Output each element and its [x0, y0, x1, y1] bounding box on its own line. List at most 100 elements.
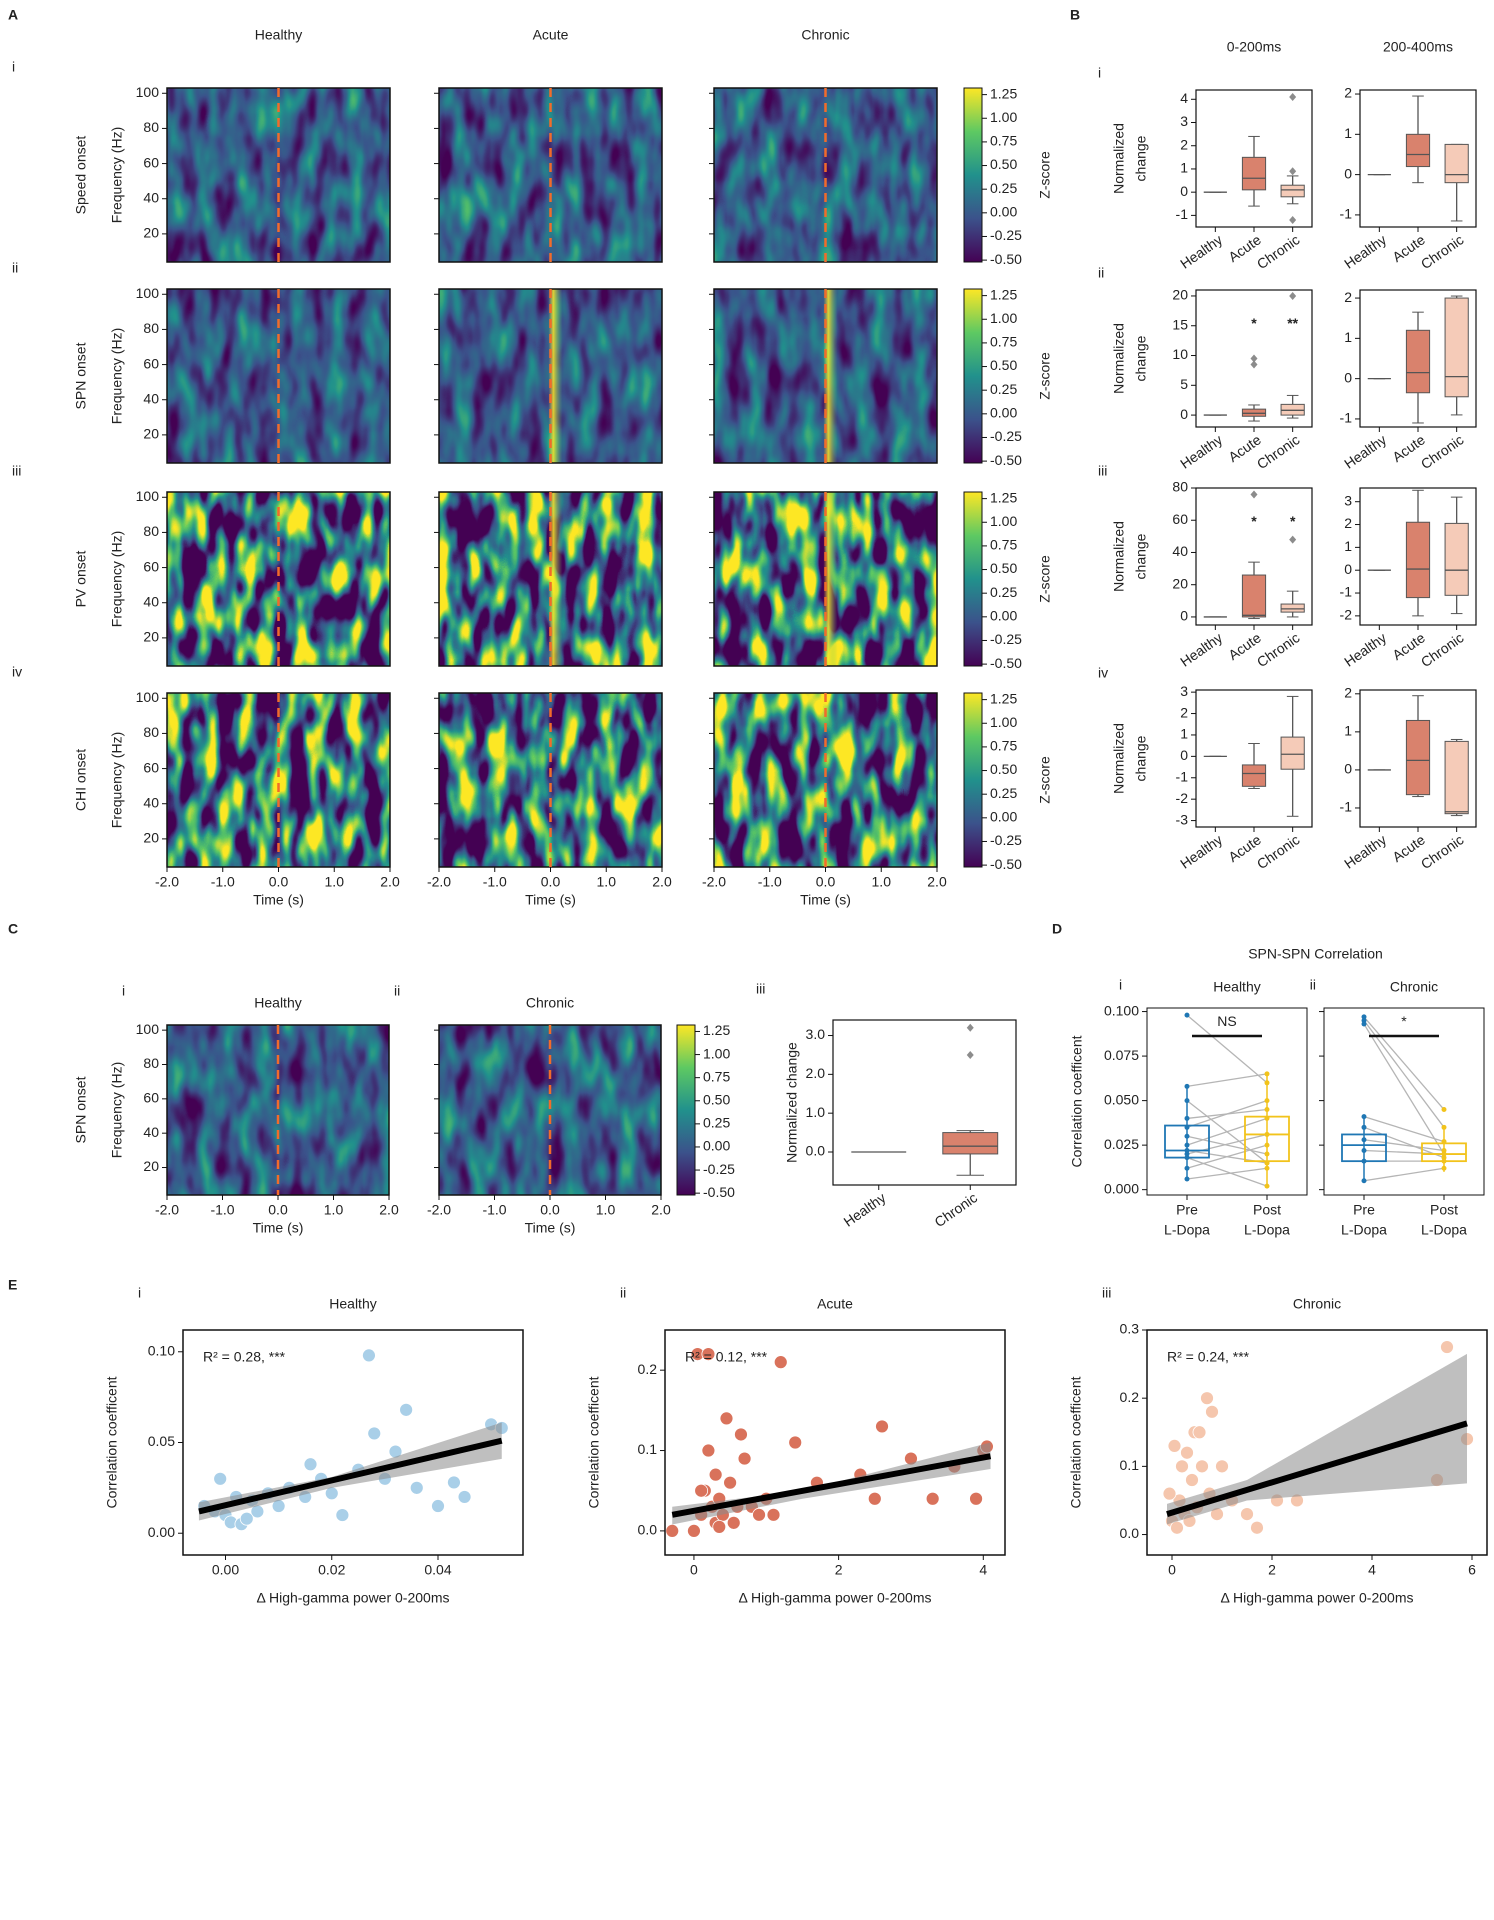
box: [1405, 521, 1431, 599]
outlier: [1250, 490, 1258, 499]
y-tick-label: 80: [1172, 479, 1188, 495]
data-point: [719, 1411, 734, 1426]
panel-title: Chronic: [1390, 979, 1438, 995]
x-tick-label: 0.0: [540, 1202, 560, 1218]
x-tick-label: 2: [1268, 1562, 1276, 1578]
y-tick-label: 0: [1344, 165, 1352, 181]
heatmap: [167, 492, 390, 666]
axes-frame: [664, 1329, 1006, 1556]
y-tick-label: 40: [143, 794, 159, 810]
y-tick-label: 60: [1172, 511, 1188, 527]
data-point: [1441, 1155, 1447, 1161]
data-point: [726, 1515, 741, 1530]
y-tick-label: 0.0: [638, 1522, 658, 1538]
x-axis-label: Time (s): [800, 892, 851, 908]
y-tick-label: 0.000: [1104, 1180, 1139, 1196]
box: [1444, 143, 1469, 184]
pair-line: [1186, 1073, 1268, 1088]
heatmap: [439, 88, 662, 262]
row-label: SPN onset: [73, 342, 89, 409]
x-tick-label: 1.0: [872, 874, 892, 890]
panel-numeral: ii: [1310, 977, 1316, 993]
y-tick-label: 0.0: [1120, 1525, 1140, 1541]
data-point: [788, 1435, 803, 1450]
y-tick-label: 0.05: [148, 1433, 175, 1449]
row-numeral: ii: [12, 260, 18, 276]
y-tick-label: 20: [143, 426, 159, 442]
chart-title: SPN-SPN Correlation: [1248, 946, 1383, 962]
pair-line: [1186, 1156, 1268, 1187]
data-point: [701, 1443, 716, 1458]
data-point: [1200, 1391, 1214, 1406]
data-point: [1264, 1151, 1270, 1157]
heatmap-streak: [823, 492, 838, 666]
column-title: Acute: [533, 27, 569, 43]
x-tick-label: -2.0: [155, 874, 179, 890]
row-numeral: iii: [12, 463, 21, 479]
colorbar-tick-label: 1.00: [990, 310, 1017, 326]
y-tick-label: -1: [1176, 206, 1189, 222]
colorbar-tick-label: 0.25: [990, 381, 1017, 397]
significance: *: [1251, 513, 1257, 529]
colorbar-tick-label: 0.75: [990, 537, 1017, 553]
box: [1241, 764, 1267, 787]
data-point: [752, 1507, 766, 1522]
x-tick-label: -2.0: [155, 1202, 179, 1218]
y-tick-label: 20: [143, 225, 159, 241]
colorbar-tick-label: 1.00: [990, 109, 1017, 125]
y-tick-label: 0.1: [1120, 1457, 1140, 1473]
row-label: Speed onset: [73, 136, 89, 215]
y-tick-label: 0.075: [1104, 1047, 1139, 1063]
y-tick-label: 100: [136, 1021, 160, 1037]
column-title: Healthy: [255, 27, 302, 43]
pair-line: [1363, 1020, 1445, 1128]
row-numeral: i: [1098, 65, 1101, 81]
colorbar-tick-label: 1.25: [990, 85, 1017, 101]
x-tick-label: 4: [979, 1562, 987, 1578]
outlier: [1289, 216, 1297, 225]
colorbar-tick-label: 1.00: [703, 1045, 730, 1061]
y-tick-label: 0.00: [148, 1524, 175, 1540]
data-point: [1361, 1017, 1367, 1023]
colorbar-tick-label: -0.50: [703, 1184, 735, 1200]
colorbar-tick-label: -0.50: [990, 856, 1022, 872]
x-tick-label: 0: [1168, 1562, 1176, 1578]
data-point: [457, 1490, 472, 1504]
y-tick-label: 1: [1180, 726, 1188, 742]
panel-numeral: ii: [620, 1285, 626, 1301]
data-point: [1184, 1151, 1190, 1157]
data-point: [708, 1467, 723, 1482]
y-axis-label: change: [1133, 533, 1149, 579]
outlier: [966, 1023, 974, 1032]
y-tick-label: 5: [1180, 376, 1188, 392]
x-tick-label: 1.0: [324, 1202, 344, 1218]
data-point: [367, 1426, 382, 1441]
data-point: [1184, 1165, 1190, 1171]
colorbar-tick-label: 0.00: [703, 1138, 730, 1154]
y-tick-label: -1: [1340, 206, 1353, 222]
row-numeral: ii: [1098, 265, 1104, 281]
box: [1405, 719, 1431, 796]
data-point: [1175, 1459, 1189, 1474]
x-tick-label: 1.0: [325, 874, 345, 890]
data-point: [1215, 1459, 1229, 1474]
box: [1444, 522, 1469, 596]
y-tick-label: 1: [1180, 160, 1188, 176]
y-tick-label: 2: [1344, 85, 1352, 101]
box: [1444, 297, 1469, 398]
confidence-band: [1167, 1353, 1467, 1525]
panel-title: Chronic: [1293, 1296, 1341, 1312]
y-tick-label: -2: [1176, 790, 1189, 806]
x-tick-label: 0.00: [212, 1562, 239, 1578]
data-point: [1167, 1439, 1182, 1453]
data-point: [1361, 1021, 1367, 1027]
data-point: [1264, 1183, 1270, 1189]
data-point: [773, 1355, 788, 1370]
y-tick-label: 0.100: [1104, 1002, 1139, 1018]
x-tick-label: 6: [1468, 1562, 1476, 1578]
outlier: [1250, 354, 1258, 363]
colorbar-tick-label: 0.50: [990, 761, 1017, 777]
axes-frame: [1146, 1329, 1488, 1556]
x-tick-label: -1.0: [210, 1202, 234, 1218]
y-tick-label: -1: [1340, 584, 1353, 600]
